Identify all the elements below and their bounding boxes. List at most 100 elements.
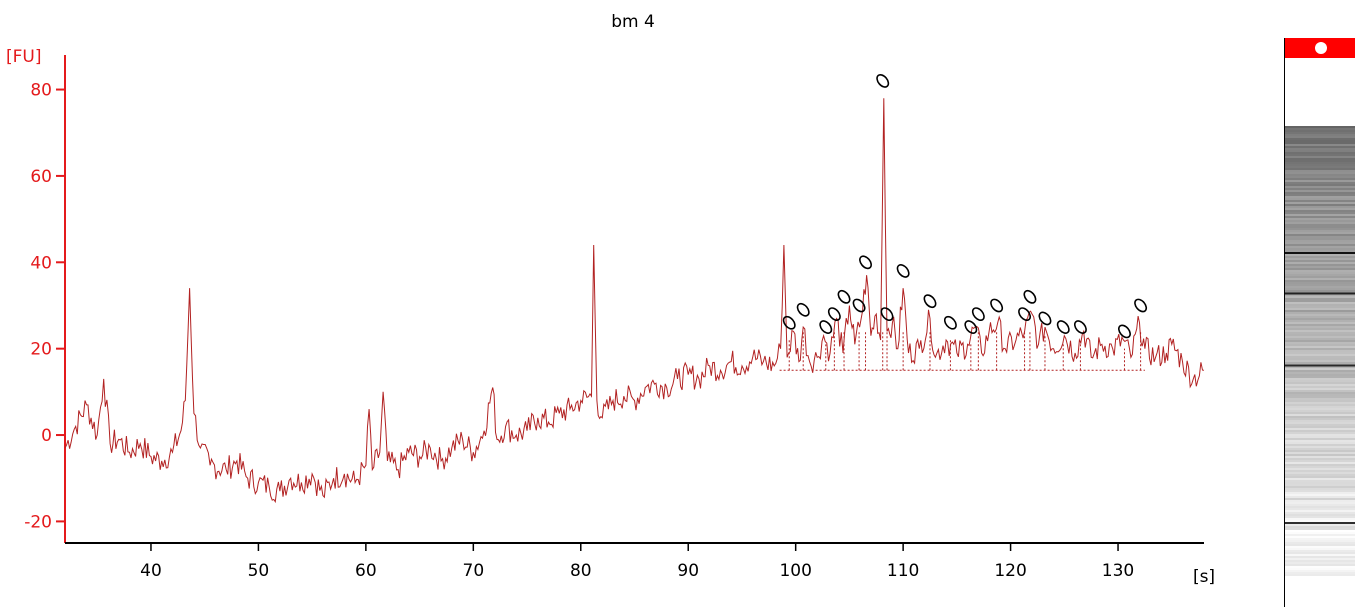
gel-row [1285, 458, 1355, 460]
gel-row [1285, 328, 1355, 330]
gel-row [1285, 564, 1355, 566]
gel-row [1285, 442, 1355, 444]
gel-row [1285, 272, 1355, 274]
gel-row [1285, 424, 1355, 426]
gel-row [1285, 418, 1355, 420]
x-tick-label: 110 [887, 561, 919, 581]
gel-row [1285, 166, 1355, 168]
gel-row [1285, 410, 1355, 412]
gel-row [1285, 338, 1355, 340]
gel-row [1285, 502, 1355, 504]
x-axis: 40 50 60 70 80 90 100 110 120 130 [65, 542, 1204, 581]
peak-marker [782, 315, 796, 330]
peak-marker [1023, 289, 1037, 304]
gel-row [1285, 504, 1355, 506]
gel-row [1285, 192, 1355, 194]
trace-line [64, 98, 1205, 504]
gel-row [1285, 132, 1355, 134]
gel-row [1285, 312, 1355, 314]
gel-row [1285, 542, 1355, 544]
gel-row [1285, 376, 1355, 378]
gel-row [1285, 366, 1355, 368]
gel-row [1285, 370, 1355, 372]
gel-row [1285, 216, 1355, 218]
gel-row [1285, 456, 1355, 458]
gel-row [1285, 306, 1355, 308]
gel-row [1285, 530, 1355, 532]
gel-row [1285, 254, 1355, 256]
gel-row [1285, 202, 1355, 204]
gel-row [1285, 172, 1355, 174]
gel-row [1285, 552, 1355, 554]
gel-row [1285, 222, 1355, 224]
gel-row [1285, 316, 1355, 318]
gel-row [1285, 446, 1355, 448]
gel-row [1285, 352, 1355, 354]
gel-row [1285, 356, 1355, 358]
gel-row [1285, 190, 1355, 192]
gel-row [1285, 488, 1355, 490]
gel-row [1285, 284, 1355, 286]
gel-row [1285, 142, 1355, 144]
gel-row [1285, 532, 1355, 534]
baseline-dotted [779, 331, 1145, 371]
gel-row [1285, 490, 1355, 492]
gel-row [1285, 126, 1355, 128]
gel-row [1285, 276, 1355, 278]
gel-row [1285, 386, 1355, 388]
gel-row [1285, 498, 1355, 500]
gel-row [1285, 528, 1355, 530]
gel-row [1285, 308, 1355, 310]
gel-row [1285, 196, 1355, 198]
gel-row [1285, 304, 1355, 306]
gel-row [1285, 262, 1355, 264]
peak-marker [971, 307, 985, 322]
gel-row [1285, 160, 1355, 162]
gel-row [1285, 462, 1355, 464]
gel-row [1285, 436, 1355, 438]
gel-row [1285, 548, 1355, 550]
gel-row [1285, 500, 1355, 502]
peak-marker [943, 315, 957, 330]
peak-marker [859, 255, 872, 270]
chart-title: bm 4 [611, 12, 655, 32]
peak-marker [1134, 298, 1148, 313]
gel-row [1285, 314, 1355, 316]
gel-row [1285, 412, 1355, 414]
gel-row [1285, 224, 1355, 226]
gel-row [1285, 332, 1355, 334]
gel-row [1285, 506, 1355, 508]
gel-row [1285, 282, 1355, 284]
gel-row [1285, 164, 1355, 166]
gel-row [1285, 566, 1355, 568]
x-tick-label: 70 [463, 561, 485, 581]
gel-row [1285, 572, 1355, 574]
gel-row [1285, 264, 1355, 266]
gel-row [1285, 520, 1355, 522]
gel-row [1285, 380, 1355, 382]
gel-row [1285, 136, 1355, 138]
gel-row [1285, 404, 1355, 406]
peak-marker [1073, 320, 1087, 334]
gel-row [1285, 330, 1355, 332]
y-tick-label: -20 [24, 512, 52, 532]
gel-row [1285, 194, 1355, 196]
gel-row [1285, 180, 1355, 182]
gel-row [1285, 344, 1355, 346]
gel-row [1285, 170, 1355, 172]
gel-row [1285, 396, 1355, 398]
x-tick-label: 130 [1102, 561, 1134, 581]
gel-row [1285, 250, 1355, 252]
gel-row [1285, 440, 1355, 442]
gel-row [1285, 518, 1355, 520]
peak-marker [876, 74, 890, 88]
gel-row [1285, 534, 1355, 536]
gel-row [1285, 414, 1355, 416]
electropherogram-chart: bm 4 [FU] [s] -20 0 20 40 60 80 40 50 60 70 80 90 1… [6, 12, 1215, 587]
gel-row [1285, 538, 1355, 540]
gel-row [1285, 372, 1355, 374]
gel-row [1285, 560, 1355, 562]
peak-marker [827, 307, 841, 322]
gel-row [1285, 206, 1355, 208]
gel-row [1285, 354, 1355, 356]
